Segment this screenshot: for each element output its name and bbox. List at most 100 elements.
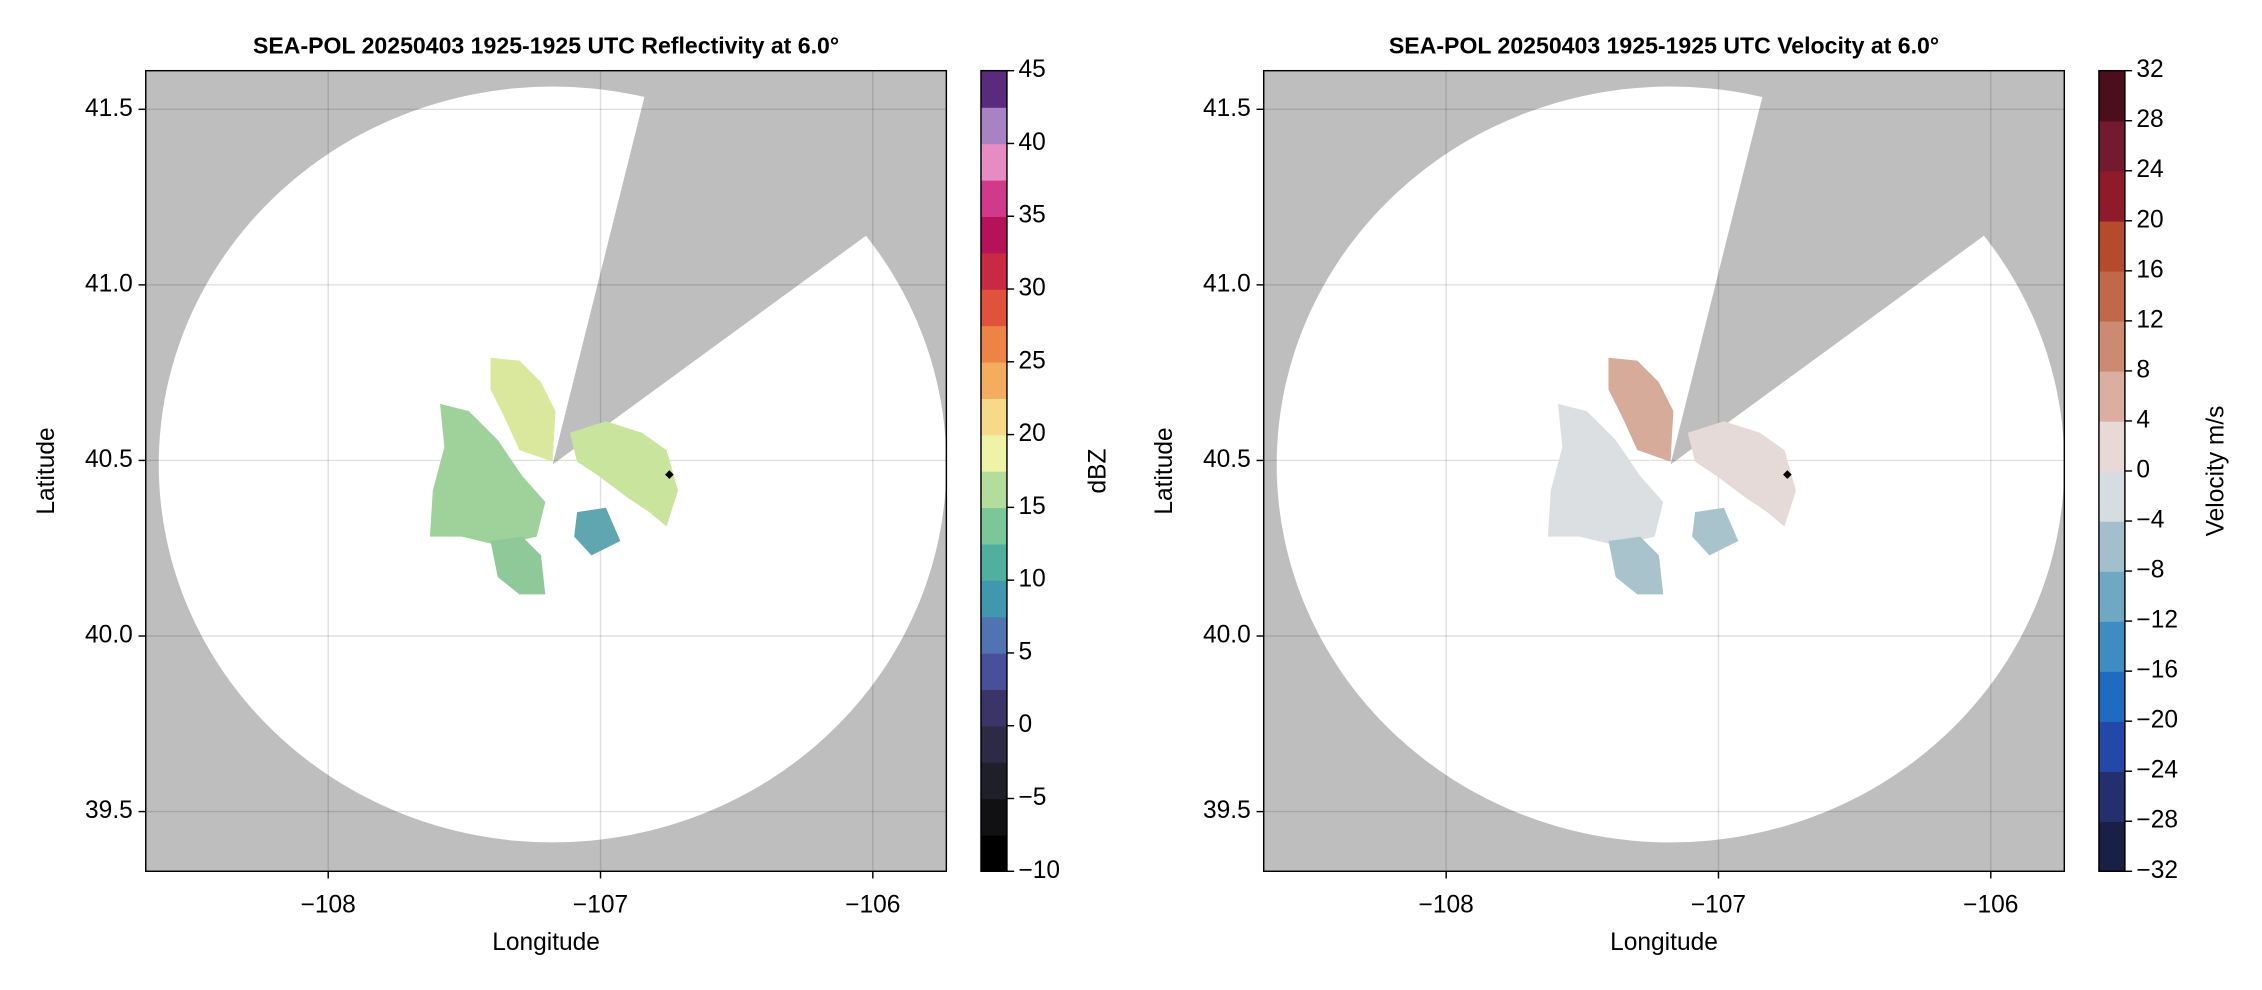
colorbar-tick-label: −32 [2136, 857, 2178, 884]
colorbar-segment [980, 689, 1007, 727]
colorbar-segment [980, 179, 1007, 217]
colorbar-tick-label: 5 [1018, 638, 1032, 665]
colorbar-segment [980, 70, 1007, 108]
plot-area [145, 70, 947, 872]
colorbar-tick-label: 15 [1018, 493, 1045, 520]
colorbar-segment [980, 507, 1007, 545]
colorbar-tick-label: 4 [2136, 406, 2150, 433]
colorbar-tick-label: 20 [1018, 420, 1045, 447]
colorbar-tick-label: −8 [2136, 557, 2164, 584]
y-tick-label: 40.5 [85, 446, 133, 473]
x-tick-label: −108 [301, 891, 356, 918]
chart-title: SEA-POL 20250403 1925-1925 UTC Velocity … [1389, 33, 1939, 59]
colorbar-segment [980, 325, 1007, 363]
colorbar-segment [980, 434, 1007, 472]
radar-site [1783, 470, 1792, 479]
colorbar-tick-label: 25 [1018, 347, 1045, 374]
colorbar-segment [980, 834, 1007, 873]
colorbar-tick-label: 8 [2136, 356, 2150, 383]
axes-frame [1262, 69, 2066, 873]
colorbar-tick-label: −24 [2136, 757, 2178, 784]
x-axis-label: Longitude [1610, 929, 1718, 956]
colorbar-segment [980, 289, 1007, 327]
echo-region [429, 403, 546, 546]
colorbar-label: Velocity m/s [2203, 406, 2230, 537]
colorbar-tick-label: 24 [2136, 156, 2163, 183]
colorbar-segment [2098, 220, 2125, 272]
x-tick-label: −108 [1419, 891, 1474, 918]
y-tick-label: 41.0 [85, 270, 133, 297]
colorbar-tick-label: 45 [1018, 56, 1045, 83]
echo-region [1547, 403, 1664, 546]
colorbar-segment [2098, 721, 2125, 772]
y-axis-label: Latitude [33, 427, 60, 514]
x-tick-label: −106 [1963, 891, 2018, 918]
y-tick-label: 39.5 [85, 797, 133, 824]
echo-region [490, 536, 546, 595]
colorbar-segment [2098, 270, 2125, 322]
colorbar-segment [2098, 621, 2125, 672]
colorbar-segment [980, 580, 1007, 618]
colorbar-segment [980, 798, 1007, 836]
x-axis-label: Longitude [492, 929, 600, 956]
echo-region [574, 507, 621, 556]
colorbar-segment [2098, 821, 2125, 873]
colorbar-tick-label: 20 [2136, 206, 2163, 233]
colorbar-segment [980, 762, 1007, 800]
colorbar-segment [980, 107, 1007, 145]
colorbar-tick-label: −5 [1018, 784, 1046, 811]
colorbar-segment [980, 616, 1007, 654]
colorbar-segment [2098, 571, 2125, 622]
colorbar-segment [980, 216, 1007, 254]
x-tick-label: −107 [573, 891, 628, 918]
colorbar-tick-label: −12 [2136, 607, 2178, 634]
echo-region [1692, 507, 1739, 556]
colorbar-tick-label: 0 [2136, 456, 2150, 483]
colorbar-segment [980, 543, 1007, 581]
colorbar-tick-label: 10 [1018, 566, 1045, 593]
colorbar-tick-label: −28 [2136, 807, 2178, 834]
colorbar-segment [2098, 320, 2125, 372]
colorbar-tick-label: 40 [1018, 129, 1045, 156]
colorbar-tick-label: 16 [2136, 256, 2163, 283]
colorbar-tick-label: −20 [2136, 707, 2178, 734]
colorbar-tick-label: −10 [1018, 857, 1060, 884]
colorbar-segment [2098, 771, 2125, 822]
colorbar-tick-label: −16 [2136, 657, 2178, 684]
plot-area [1263, 70, 2065, 872]
y-tick-label: 41.5 [85, 95, 133, 122]
echo-region [1608, 536, 1664, 595]
colorbar-segment [980, 725, 1007, 763]
colorbar-segment [980, 470, 1007, 509]
colorbar-tick-label: 28 [2136, 106, 2163, 133]
colorbar-segment [980, 652, 1007, 691]
colorbar-label: dBZ [1085, 448, 1112, 493]
y-tick-label: 40.0 [1203, 622, 1251, 649]
chart-title: SEA-POL 20250403 1925-1925 UTC Reflectiv… [253, 33, 839, 59]
colorbar-segment [2098, 370, 2125, 422]
y-tick-label: 40.5 [1203, 446, 1251, 473]
colorbar-segment [980, 252, 1007, 290]
x-tick-label: −106 [845, 891, 900, 918]
y-tick-label: 41.5 [1203, 95, 1251, 122]
colorbar-segment [2098, 521, 2125, 572]
radar-panel: −108 −107 −106 39.5 40.0 40.5 41.0 41.5 SEA-POL … [33, 33, 1112, 956]
colorbar-segment [2098, 170, 2125, 222]
colorbar-tick-label: 32 [2136, 56, 2163, 83]
colorbar-segment [980, 361, 1007, 399]
echo-region [1608, 357, 1674, 462]
colorbar-segment [2098, 70, 2125, 122]
y-tick-label: 41.0 [1203, 270, 1251, 297]
x-tick-label: −107 [1691, 891, 1746, 918]
y-tick-label: 39.5 [1203, 797, 1251, 824]
y-axis-label: Latitude [1151, 427, 1178, 514]
y-tick-label: 40.0 [85, 622, 133, 649]
blocked-sector [552, 70, 947, 465]
colorbar-segment [2098, 420, 2125, 472]
colorbar-tick-label: 0 [1018, 711, 1032, 738]
colorbar-tick-label: −4 [2136, 507, 2164, 534]
echo-region [569, 421, 679, 527]
echo-region [490, 357, 556, 462]
colorbar-segment [2098, 671, 2125, 722]
